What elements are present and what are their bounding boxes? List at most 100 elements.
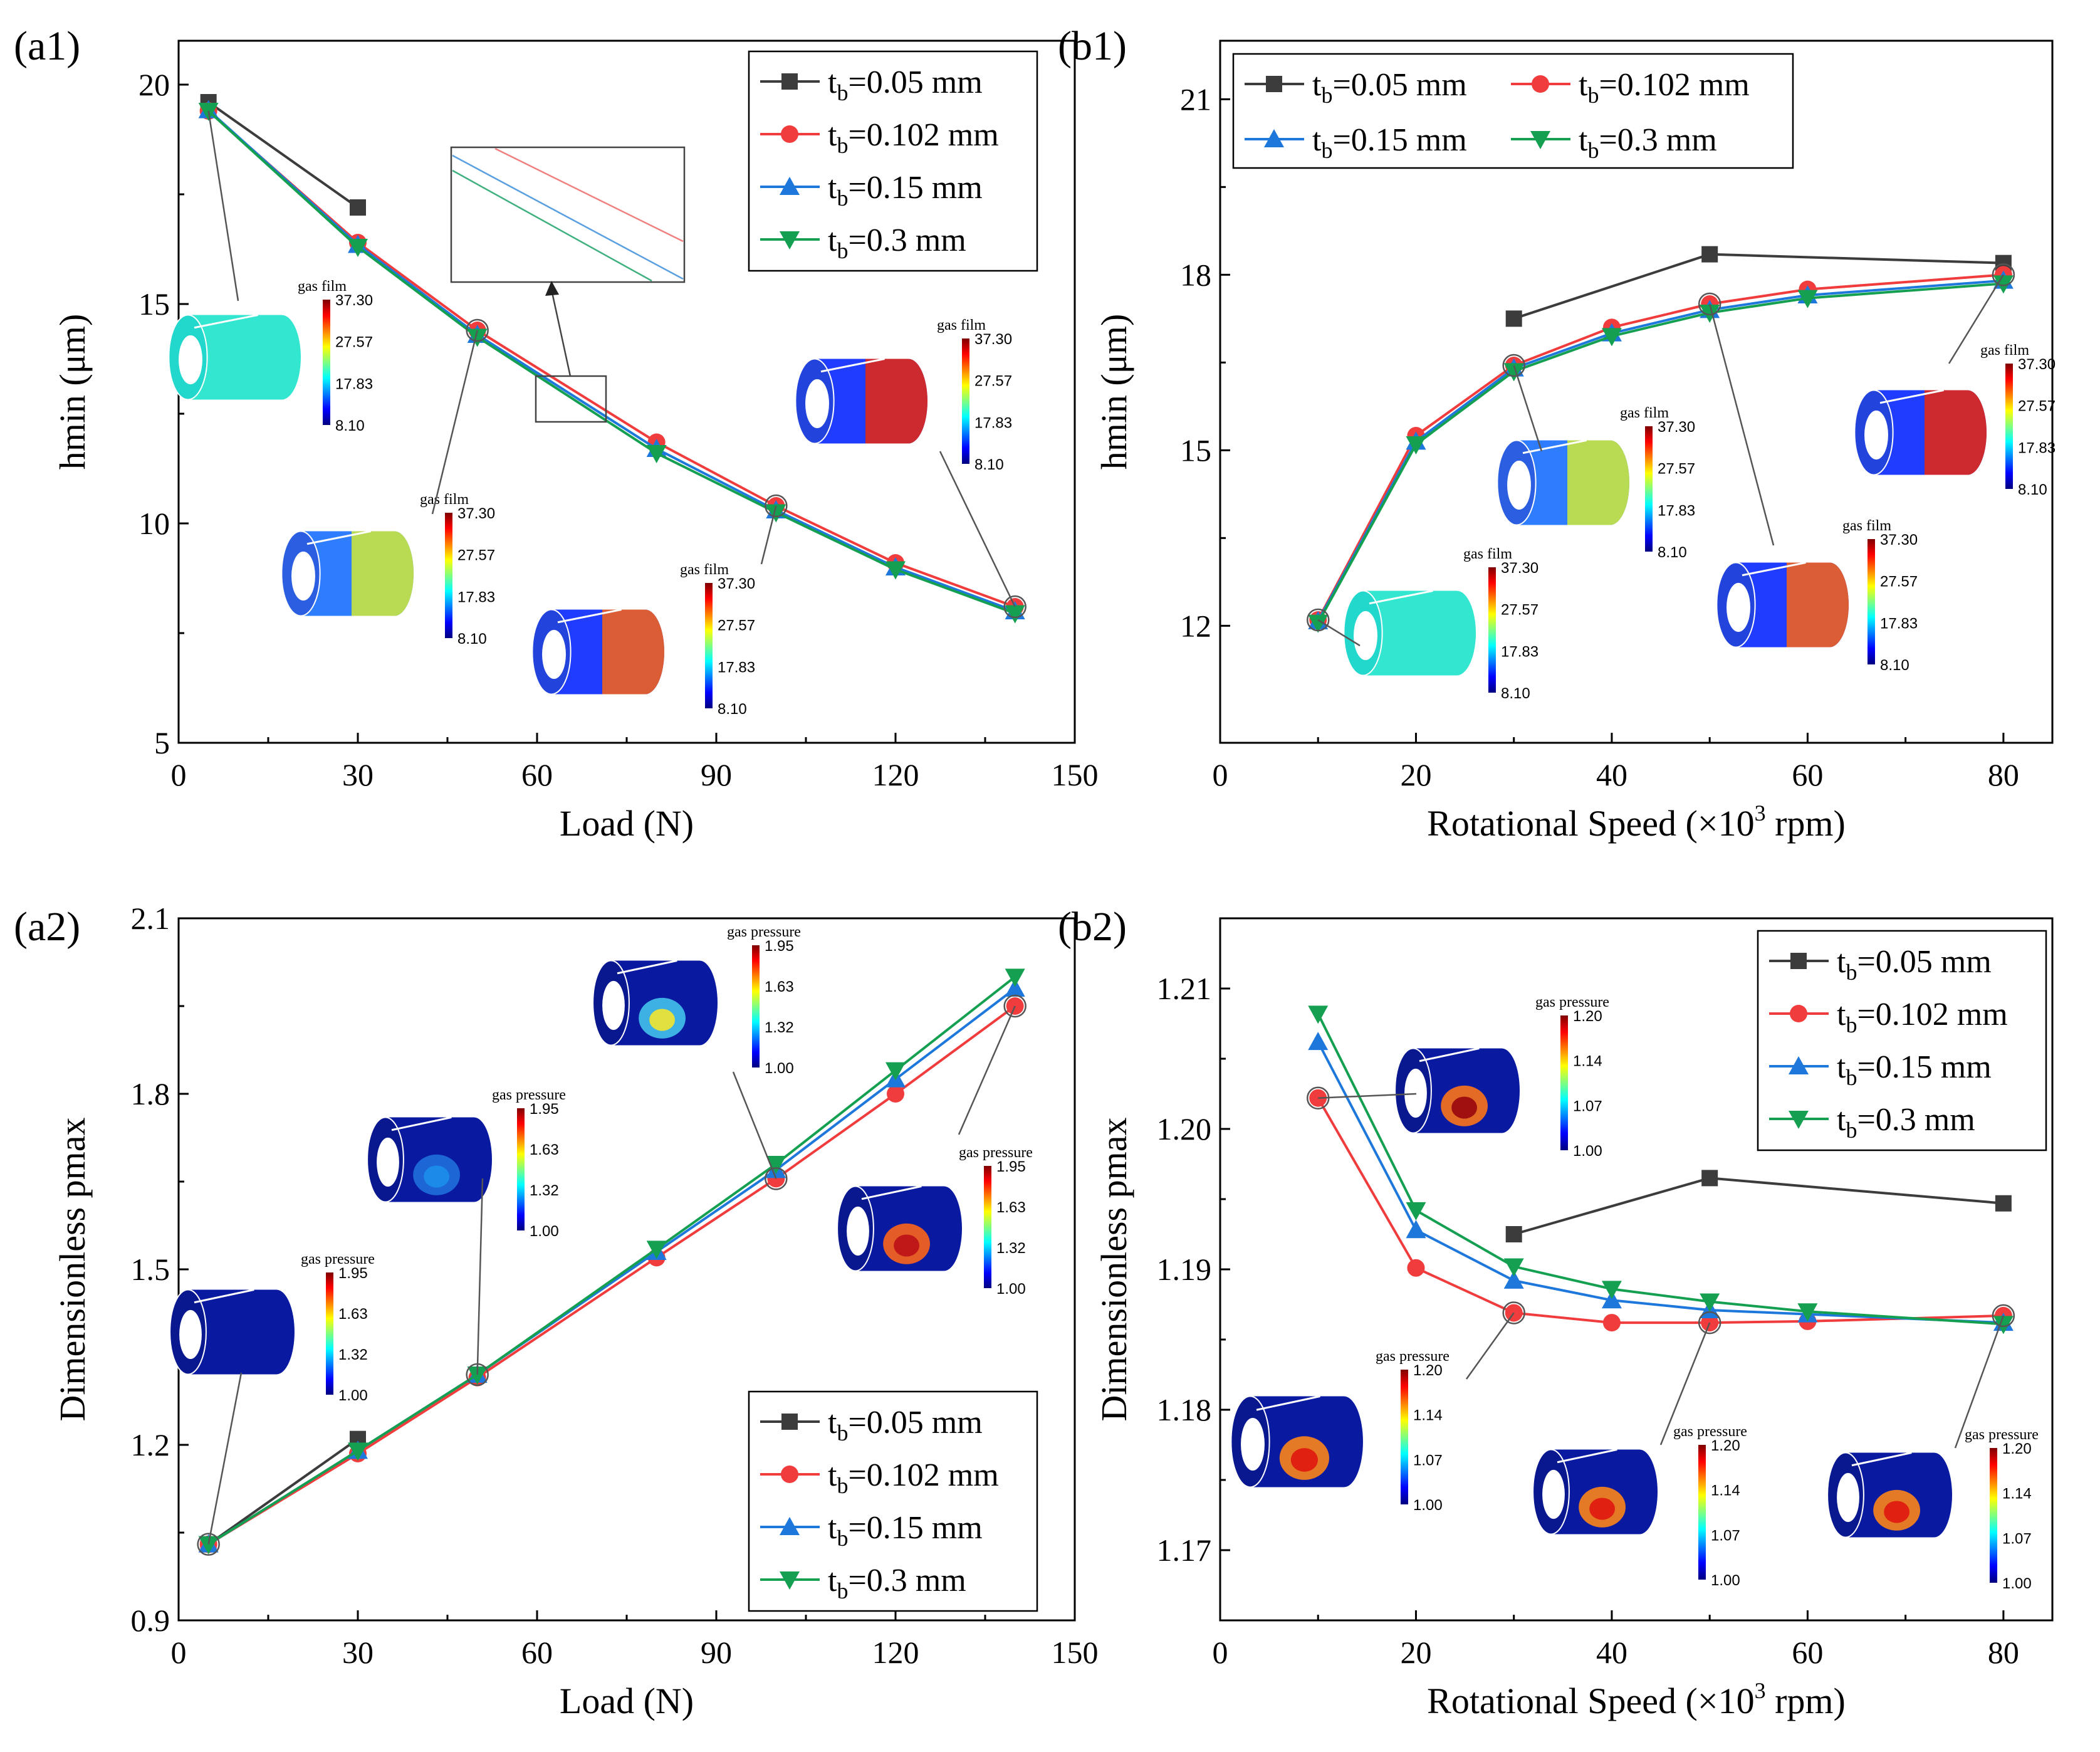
legend-label-t: t bbox=[828, 1457, 837, 1493]
colorbar-title: gas film bbox=[1980, 342, 2029, 359]
legend-label: tb=0.3 mm bbox=[828, 223, 966, 263]
data-point-a1-3-5 bbox=[885, 561, 906, 580]
film-cylinder-30k bbox=[1497, 439, 1629, 526]
cylinder-bore bbox=[1837, 1472, 1859, 1523]
data-point-a2-3-6 bbox=[1005, 968, 1025, 987]
y-tick-label: 1.5 bbox=[131, 1252, 170, 1287]
colorbar-title: gas film bbox=[298, 278, 347, 295]
cylinder-seam bbox=[194, 1289, 254, 1304]
cylinder-seam bbox=[617, 960, 677, 975]
x-tick-label: 90 bbox=[701, 1635, 732, 1670]
colorbar-title: gas pressure bbox=[301, 1251, 375, 1267]
pressure-cylinder-30k bbox=[1230, 1395, 1363, 1488]
legend-label: tb=0.102 mm bbox=[1837, 997, 2008, 1037]
x-tick-label: 0 bbox=[171, 1635, 187, 1670]
colorbar-title: gas pressure bbox=[492, 1087, 566, 1103]
y-tick-label: 5 bbox=[154, 725, 170, 760]
colorbar-tick-label: 1.00 bbox=[765, 1060, 794, 1077]
cylinder-band bbox=[865, 359, 927, 444]
leader-line bbox=[1948, 274, 2004, 364]
cylinder-seam bbox=[1851, 1452, 1912, 1467]
colorbar-tick-label: 8.10 bbox=[1880, 657, 1909, 674]
pressure-core bbox=[1884, 1501, 1910, 1523]
legend-label-rest: =0.102 mm bbox=[1599, 67, 1749, 103]
legend-label-rest: =0.15 mm bbox=[848, 170, 982, 206]
x-tick-label: 120 bbox=[872, 1635, 919, 1670]
colorbar-gradient bbox=[1645, 426, 1653, 552]
chart-panel-a2: 0 30 60 90 120 150 0.9 1.2 1.5 1.8 2.1 Load (N) Dime… bbox=[14, 901, 1099, 1721]
legend-marker bbox=[780, 1517, 800, 1535]
colorbar-tick-label: 1.00 bbox=[1413, 1497, 1443, 1514]
legend-marker bbox=[1789, 1111, 1809, 1129]
leader-circle bbox=[1698, 1311, 1721, 1335]
cylinder-bore bbox=[542, 629, 566, 679]
colorbar-tick-label: 8.10 bbox=[718, 701, 747, 718]
legend-label-t: t bbox=[828, 1563, 837, 1598]
film-cylinder-80k bbox=[1854, 389, 1987, 476]
legend-label: tb=0.05 mm bbox=[1837, 944, 1992, 985]
legend-label: tb=0.102 mm bbox=[828, 1457, 999, 1498]
colorbar-gradient bbox=[705, 583, 713, 708]
legend-label: tb=0.15 mm bbox=[828, 170, 983, 211]
legend-marker bbox=[1266, 76, 1282, 92]
legend-label: tb=0.15 mm bbox=[1837, 1049, 1992, 1090]
colorbar-tick-label: 1.00 bbox=[996, 1281, 1026, 1298]
y-tick-label: 20 bbox=[138, 67, 170, 102]
leader-line bbox=[1318, 1093, 1417, 1099]
colorbar-title: gas pressure bbox=[1673, 1424, 1747, 1440]
x-axis-title-tail: rpm) bbox=[1766, 1681, 1846, 1721]
colorbar-gradient bbox=[1488, 567, 1496, 693]
colorbar-tick-label: 1.63 bbox=[765, 978, 794, 995]
data-point-a2-3-1 bbox=[348, 1442, 368, 1461]
data-point-b2-2-2 bbox=[1503, 1270, 1524, 1289]
colorbar-tick-label: 27.57 bbox=[1880, 574, 1918, 590]
legend-label: tb=0.15 mm bbox=[828, 1510, 983, 1551]
plot-frame bbox=[1219, 39, 2054, 744]
legend-marker bbox=[1789, 1056, 1809, 1074]
colorbar-tick-label: 37.30 bbox=[457, 505, 495, 522]
legend-label-sub: b bbox=[837, 1578, 848, 1603]
colorbar-tick-label: 1.32 bbox=[996, 1240, 1026, 1257]
legend-marker bbox=[780, 1571, 800, 1590]
legend-label-sub: b bbox=[1587, 138, 1599, 163]
colorbar-tick-label: 37.30 bbox=[335, 292, 373, 309]
colorbar-tick-label: 1.20 bbox=[1573, 1008, 1602, 1025]
x-tick-label: 20 bbox=[1400, 757, 1431, 792]
legend-label-sub: b bbox=[1587, 83, 1599, 108]
legend-label-rest: =0.05 mm bbox=[1332, 67, 1466, 103]
legend-label-rest: =0.3 mm bbox=[1857, 1102, 1975, 1138]
data-point-b1-3-5 bbox=[1797, 290, 1818, 308]
leader-line bbox=[1317, 619, 1361, 647]
y-axis-title: hmin (μm) bbox=[1094, 314, 1134, 470]
data-point-b2-3-5 bbox=[1797, 1303, 1818, 1322]
x-tick-label: 60 bbox=[1792, 757, 1823, 792]
x-tick-label: 0 bbox=[171, 757, 187, 792]
legend-label-t: t bbox=[1837, 944, 1846, 980]
cylinder-bore bbox=[1726, 582, 1750, 632]
colorbar-gradient bbox=[752, 945, 760, 1067]
legend-label-t: t bbox=[828, 117, 837, 153]
y-tick-label: 1.20 bbox=[1157, 1111, 1212, 1146]
legend-label-rest: =0.102 mm bbox=[848, 117, 998, 153]
legend-label-rest: =0.05 mm bbox=[848, 65, 982, 100]
data-point-b2-0-0 bbox=[1505, 1226, 1522, 1242]
data-point-b2-3-3 bbox=[1601, 1281, 1622, 1299]
leader-circle bbox=[1003, 994, 1026, 1018]
pressure-core bbox=[1589, 1498, 1616, 1520]
data-point-b1-3-2 bbox=[1503, 363, 1524, 382]
zoom-pointer-line bbox=[550, 289, 572, 377]
cylinder-seam bbox=[306, 530, 371, 545]
panel-label: (b1) bbox=[1058, 23, 1127, 69]
x-tick-label: 80 bbox=[1988, 1635, 2019, 1670]
series-line-b2-0 bbox=[1513, 1177, 2004, 1235]
leader-line bbox=[431, 330, 478, 515]
data-point-a1-3-1 bbox=[348, 239, 368, 257]
colorbar-tick-label: 1.07 bbox=[2002, 1530, 2032, 1547]
legend-label: tb=0.05 mm bbox=[1312, 67, 1467, 108]
